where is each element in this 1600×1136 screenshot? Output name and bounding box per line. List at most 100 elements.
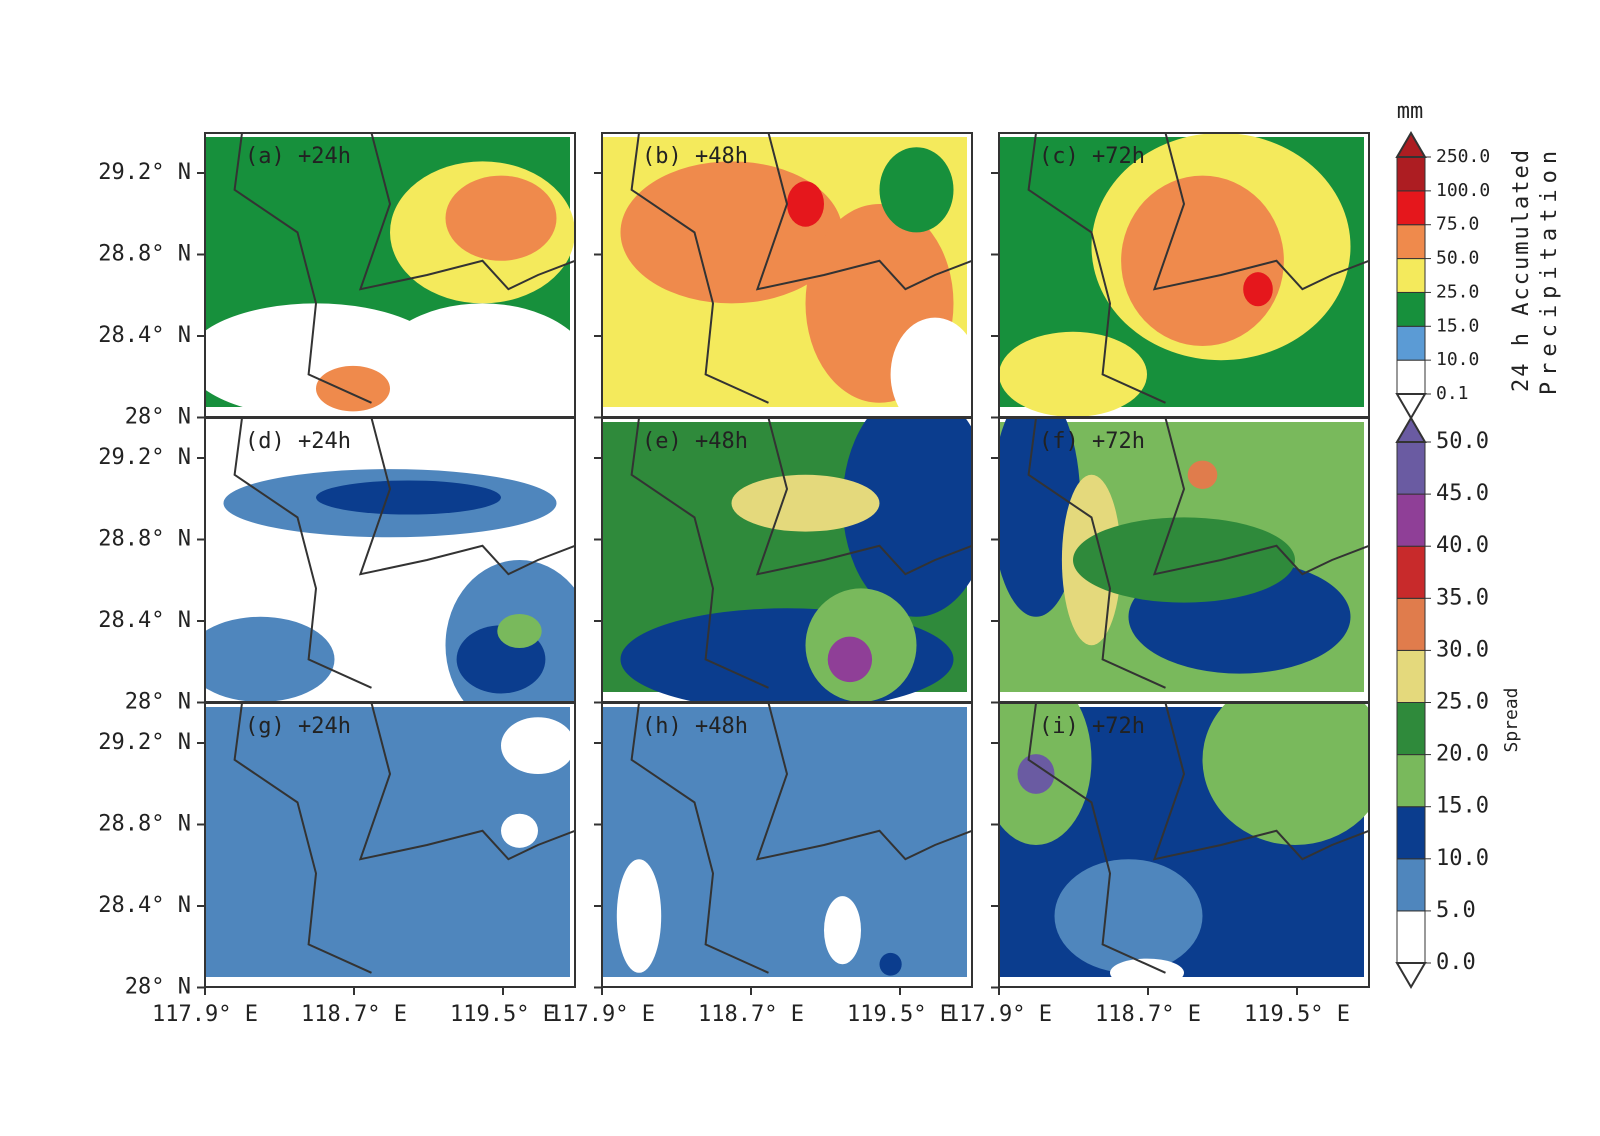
colorbar-segment <box>1396 325 1426 361</box>
colorbar-label: 5.0 <box>1436 898 1476 923</box>
y-tick-label: 29.2° N <box>98 730 191 755</box>
x-tick-label: 118.7° E <box>301 1002 407 1027</box>
field-blob <box>1121 175 1284 346</box>
field-blob <box>842 418 972 617</box>
colorbar-title: 24 h Accumulated <box>1509 148 1534 392</box>
y-tick-label: 28° N <box>125 405 191 430</box>
colorbar-extend-bottom <box>1395 962 1427 989</box>
panel-label: (h) +48h <box>642 714 748 739</box>
colorbar-segment <box>1396 702 1426 756</box>
panel-label: (f) +72h <box>1039 429 1145 454</box>
boundary-line <box>1152 133 1369 291</box>
panel-label: (c) +72h <box>1039 144 1145 169</box>
x-tick-label: 119.5° E <box>847 1002 953 1027</box>
colorbar-segment <box>1396 291 1426 327</box>
field-blob <box>1110 958 1184 987</box>
y-tick-label: 28° N <box>125 690 191 715</box>
x-tick-label: 118.7° E <box>698 1002 804 1027</box>
colorbar-label: 15.0 <box>1436 794 1489 819</box>
panel-label: (b) +48h <box>642 144 748 169</box>
field-blob <box>1243 272 1273 307</box>
colorbar-segment <box>1396 597 1426 651</box>
field-blob <box>731 474 880 532</box>
boundary-line <box>233 418 372 689</box>
colorbar-label: 75.0 <box>1436 214 1479 235</box>
colorbar-label: 15.0 <box>1436 315 1479 336</box>
boundary-line <box>755 418 972 576</box>
x-tick-label: 119.5° E <box>1244 1002 1350 1027</box>
colorbar-title: Precipitation <box>1537 145 1562 395</box>
colorbar-segment <box>1396 190 1426 226</box>
field-blob <box>205 616 335 702</box>
field-fill <box>602 707 967 977</box>
x-tick-label: 118.7° E <box>1095 1002 1201 1027</box>
panel-label: (a) +24h <box>245 144 351 169</box>
boundary-line <box>1152 418 1369 576</box>
colorbar-title: Spread <box>1501 687 1522 752</box>
panel-frame <box>601 702 973 988</box>
map-panel <box>205 133 575 417</box>
field-blob <box>620 161 843 304</box>
colorbar-label: 10.0 <box>1436 349 1479 370</box>
map-panel <box>602 418 972 702</box>
colorbar-segment <box>1396 858 1426 912</box>
panel-frame <box>204 702 576 988</box>
field-blob <box>316 480 501 515</box>
colorbar-segment <box>1396 359 1426 395</box>
field-blob <box>879 147 954 233</box>
y-tick-label: 28° N <box>125 975 191 1000</box>
colorbar-label: 25.0 <box>1436 281 1479 302</box>
colorbar-segment <box>1396 493 1426 547</box>
colorbar-segment <box>1396 806 1426 860</box>
map-panel <box>999 703 1369 987</box>
boundary-line <box>233 703 372 974</box>
colorbar-segment <box>1396 441 1426 495</box>
colorbar-label: 40.0 <box>1436 533 1489 558</box>
boundary-line <box>358 703 575 861</box>
y-tick-label: 28.4° N <box>98 323 191 348</box>
y-tick-label: 28.8° N <box>98 527 191 552</box>
panel-frame <box>998 702 1370 988</box>
panel-label: (e) +48h <box>642 429 748 454</box>
colorbar-label: 0.1 <box>1436 383 1469 404</box>
y-tick-label: 28.8° N <box>98 242 191 267</box>
colorbar-segment <box>1396 258 1426 293</box>
field-blob <box>501 717 575 774</box>
y-tick-label: 28.8° N <box>98 812 191 837</box>
boundary-line <box>1027 133 1166 404</box>
colorbar-unit: mm <box>1397 99 1424 124</box>
boundary-line <box>233 133 372 404</box>
map-panel <box>999 133 1369 417</box>
colorbar-segment <box>1396 224 1426 260</box>
boundary-line <box>755 703 972 861</box>
colorbar-label: 30.0 <box>1436 637 1489 662</box>
map-panel <box>205 418 575 702</box>
y-tick-label: 29.2° N <box>98 160 191 185</box>
colorbar-label: 250.0 <box>1436 146 1490 167</box>
colorbar-label: 45.0 <box>1436 481 1489 506</box>
field-blob <box>999 418 1081 617</box>
colorbar-label: 10.0 <box>1436 846 1489 871</box>
map-panel <box>602 703 972 987</box>
field-blob <box>824 896 861 965</box>
field-blob <box>445 175 557 261</box>
colorbar-label: 25.0 <box>1436 690 1489 715</box>
boundary-line <box>1027 418 1166 689</box>
boundary-line <box>755 133 972 291</box>
field-blob <box>497 613 542 649</box>
field-blob <box>1054 859 1203 973</box>
x-tick-label: 117.9° E <box>946 1002 1052 1027</box>
colorbar-extend-top <box>1395 131 1427 158</box>
field-blob <box>879 952 902 976</box>
colorbar-label: 50.0 <box>1436 429 1489 454</box>
boundary-line <box>630 703 769 974</box>
map-panel <box>999 418 1369 702</box>
colorbar-label: 35.0 <box>1436 585 1489 610</box>
colorbar-label: 100.0 <box>1436 180 1490 201</box>
field-blob <box>316 365 390 412</box>
colorbar-segment <box>1396 545 1426 599</box>
colorbar-extend-bottom <box>1395 393 1427 420</box>
field-blob <box>1202 703 1369 845</box>
x-tick-label: 119.5° E <box>450 1002 556 1027</box>
